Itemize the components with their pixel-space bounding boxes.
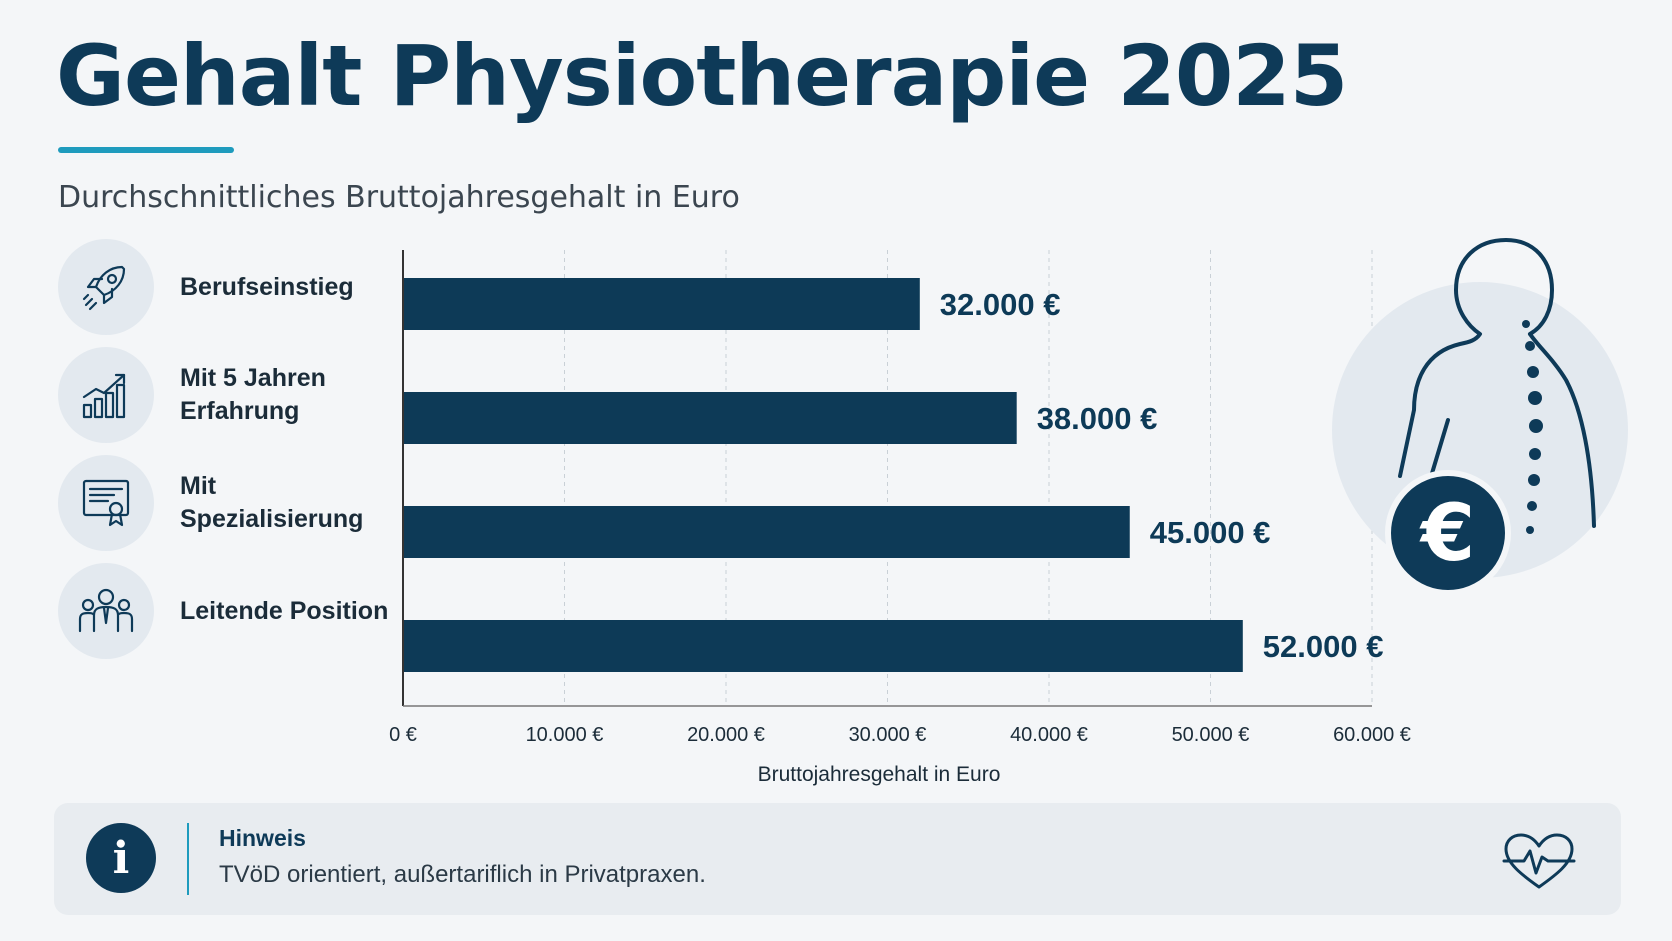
category-row-berufseinstieg: Berufseinstieg	[58, 239, 398, 335]
rocket-icon	[58, 239, 154, 335]
category-label: Mit Spezialisierung	[180, 472, 364, 533]
x-tick-label: 50.000 €	[1172, 724, 1250, 746]
bar	[403, 506, 1130, 558]
category-row-spezialisierung: Mit Spezialisierung	[58, 455, 398, 551]
bar-value-label: 45.000 €	[1150, 515, 1271, 550]
title-underline	[58, 147, 234, 153]
page-title: Gehalt Physiotherapie 2025	[56, 27, 1348, 125]
x-axis-label: Bruttojahresgehalt in Euro	[758, 763, 1001, 786]
heartbeat-icon	[1502, 833, 1576, 889]
hint-box: i Hinweis TVöD orientiert, außertariflic…	[54, 803, 1621, 915]
x-tick-label: 0 €	[389, 724, 417, 746]
x-tick-label: 20.000 €	[687, 724, 765, 746]
spine-dots	[1522, 320, 1543, 534]
hint-text: TVöD orientiert, außertariflich in Priva…	[219, 861, 706, 888]
hint-title: Hinweis	[219, 825, 306, 851]
physio-illustration: €	[1332, 238, 1628, 596]
category-row-leitende-position: Leitende Position	[58, 563, 398, 659]
certificate-icon	[58, 455, 154, 551]
bar	[403, 278, 920, 330]
category-label: Berufseinstieg	[180, 272, 354, 301]
euro-badge	[1385, 470, 1511, 596]
category-row-erfahrung: Mit 5 Jahren Erfahrung	[58, 347, 398, 443]
back-figure-icon	[1398, 238, 1596, 528]
bar-value-label: 52.000 €	[1263, 629, 1384, 664]
category-label: Leitende Position	[180, 596, 389, 625]
bar-chart: 32.000 € 38.000 € 45.000 € 52.000 € 0 € 10.0…	[389, 250, 1411, 786]
info-icon: i	[86, 823, 156, 893]
x-tick-label: 10.000 €	[526, 724, 604, 746]
hint-divider	[187, 823, 189, 895]
team-leader-icon	[58, 563, 154, 659]
bar-value-label: 38.000 €	[1037, 401, 1158, 436]
euro-icon: €	[1419, 489, 1475, 579]
bar	[403, 620, 1243, 672]
bar-value-label: 32.000 €	[940, 287, 1061, 322]
x-tick-label: 30.000 €	[849, 724, 927, 746]
x-tick-label: 40.000 €	[1010, 724, 1088, 746]
chart-subtitle: Durchschnittliches Bruttojahresgehalt in…	[58, 180, 740, 215]
growth-chart-icon	[58, 347, 154, 443]
x-tick-label: 60.000 €	[1333, 724, 1411, 746]
bar	[403, 392, 1017, 444]
category-label: Mit 5 Jahren Erfahrung	[180, 364, 326, 425]
